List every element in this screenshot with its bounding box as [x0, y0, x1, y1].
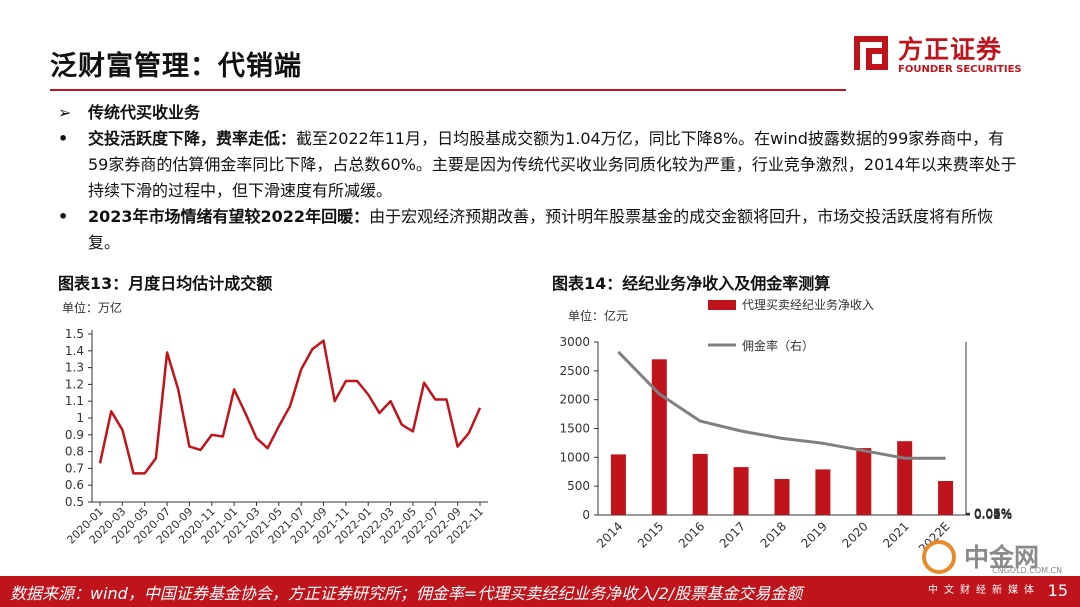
chart2-bar	[733, 467, 749, 515]
arrow-bullet-icon: ➢	[58, 103, 72, 122]
chart2-left-tick-label: 1500	[559, 422, 590, 436]
chart2-bar	[774, 479, 790, 515]
chart1-y-tick-label: 1	[76, 411, 84, 425]
chart2-left-tick-label: 0	[582, 508, 590, 522]
chart2-right-tick-label: 0.04%	[974, 507, 1012, 521]
chart1-y-tick-label: 1.4	[65, 344, 84, 358]
chart2-left-tick-label: 500	[567, 479, 590, 493]
chart2-left-tick-label: 1000	[559, 450, 590, 464]
chart2-x-tick-label: 2017	[717, 519, 748, 550]
chart2-left-tick-label: 3000	[559, 335, 590, 349]
chart1-series-line	[98, 339, 482, 475]
chart1-y-tick-label: 1.5	[65, 327, 84, 341]
chart1-y-tick-label: 0.7	[65, 461, 84, 475]
chart2-right-tick-label: 0.03%	[974, 507, 1012, 521]
figure13-title: 图表13：月度日均估计成交额	[58, 274, 273, 293]
chart2-x-tick-label: 2015	[635, 519, 666, 550]
bullet-item: • 交投活跃度下降，费率走低：截至2022年11月，日均股基成交额为1.04万亿…	[58, 126, 1018, 204]
chart2-x-tick-label: 2018	[758, 519, 789, 550]
watermark-tagline: 中文财经新媒体	[928, 585, 1040, 596]
chart1-y-tick-label: 0.9	[65, 428, 84, 442]
dot-bullet-icon: •	[58, 129, 69, 148]
figure14-title: 图表14：经纪业务净收入及佣金率测算	[552, 274, 831, 293]
chart2-right-tick-label: 0.06%	[974, 507, 1012, 521]
chart2-left-tick-label: 2500	[559, 364, 590, 378]
watermark-sub: CNGOLD.COM.CN	[992, 566, 1063, 575]
chart1-unit-label: 单位：万亿	[62, 300, 122, 315]
chart2-legend-bar-label: 代理买卖经纪业务净收入	[742, 297, 874, 312]
page-title: 泛财富管理：代销端	[50, 51, 302, 82]
chart2-bar	[651, 359, 667, 515]
logo-english-name: FOUNDER SECURITIES	[898, 64, 1022, 75]
bullet-text: 截至2022年11月，日均股基成交额为1.04万亿，同比下降8%。在wind披露…	[88, 129, 1017, 200]
watermark-logo-icon	[922, 540, 956, 574]
chart2-x-tick-label: 2020	[839, 519, 870, 550]
bullet-text: 由于宏观经济预期改善，预计明年股票基金的成交金额将回升，市场交投活跃度将有所恢复…	[88, 207, 994, 252]
chart2-legend-bar-swatch	[708, 300, 736, 310]
logo-chinese-name: 方正证券	[898, 35, 1003, 64]
chart2-legend-line-label: 佣金率（右）	[742, 338, 814, 353]
chart2-bar	[692, 453, 708, 515]
chart2-right-tick-label: 0.05%	[974, 507, 1012, 521]
bullet-item: ➢ 传统代买收业务	[58, 100, 1018, 126]
chart2-bar	[856, 448, 872, 515]
chart2-x-tick-label: 2021	[880, 519, 911, 550]
daily-turnover-line-chart: 单位：万亿0.50.60.70.80.911.11.21.31.41.52020…	[62, 300, 488, 547]
chart2-right-tick-label: 0.01%	[974, 508, 1012, 522]
chart2-bar	[815, 469, 831, 515]
chart2-left-tick-label: 2000	[559, 393, 590, 407]
chart1-y-tick-label: 0.6	[65, 478, 84, 492]
founder-logo-mark-icon	[854, 36, 888, 70]
bullet-heading: 交投活跃度下降，费率走低：	[88, 129, 297, 148]
page-number: 15	[1047, 581, 1068, 600]
chart2-right-tick-label: 0.00%	[974, 508, 1012, 522]
chart2-bar	[610, 454, 626, 515]
source-note: 数据来源：wind，中国证券基金协会，方正证券研究所；佣金率=代理买卖经纪业务净…	[10, 584, 803, 603]
chart2-right-tick-label: 0.02%	[974, 508, 1012, 522]
watermark: 中金网 CNGOLD.COM.CN	[918, 538, 1078, 578]
chart1-y-tick-label: 0.5	[65, 495, 84, 509]
chart1-y-tick-label: 1.3	[65, 361, 84, 375]
chart2-commission-line	[617, 350, 946, 460]
watermark-main: 中金网	[964, 543, 1040, 572]
chart1-y-tick-label: 1.1	[65, 394, 84, 408]
title-divider	[50, 89, 846, 91]
chart2-unit-label: 单位：亿元	[568, 308, 628, 323]
dot-bullet-icon: •	[58, 207, 69, 226]
founder-securities-logo: 方正证券 FOUNDER SECURITIES	[848, 30, 1033, 80]
bullet-item: • 2023年市场情绪有望较2022年回暖：由于宏观经济预期改善，预计明年股票基…	[58, 204, 1018, 256]
bullet-list: ➢ 传统代买收业务 • 交投活跃度下降，费率走低：截至2022年11月，日均股基…	[58, 100, 1018, 256]
bullet-heading: 传统代买收业务	[88, 103, 201, 122]
footer-bar: 数据来源：wind，中国证券基金协会，方正证券研究所；佣金率=代理买卖经纪业务净…	[0, 576, 1080, 607]
bullet-heading: 2023年市场情绪有望较2022年回暖：	[88, 207, 370, 226]
chart2-x-tick-label: 2016	[676, 519, 707, 550]
chart2-x-tick-label: 2019	[799, 519, 830, 550]
chart2-bar	[938, 481, 954, 515]
chart1-y-tick-label: 1.2	[65, 377, 84, 391]
chart2-bar	[897, 441, 913, 515]
chart2-x-tick-label: 2014	[594, 519, 625, 550]
chart2-right-tick-label: 0.07%	[974, 506, 1012, 520]
chart1-y-tick-label: 0.8	[65, 445, 84, 459]
